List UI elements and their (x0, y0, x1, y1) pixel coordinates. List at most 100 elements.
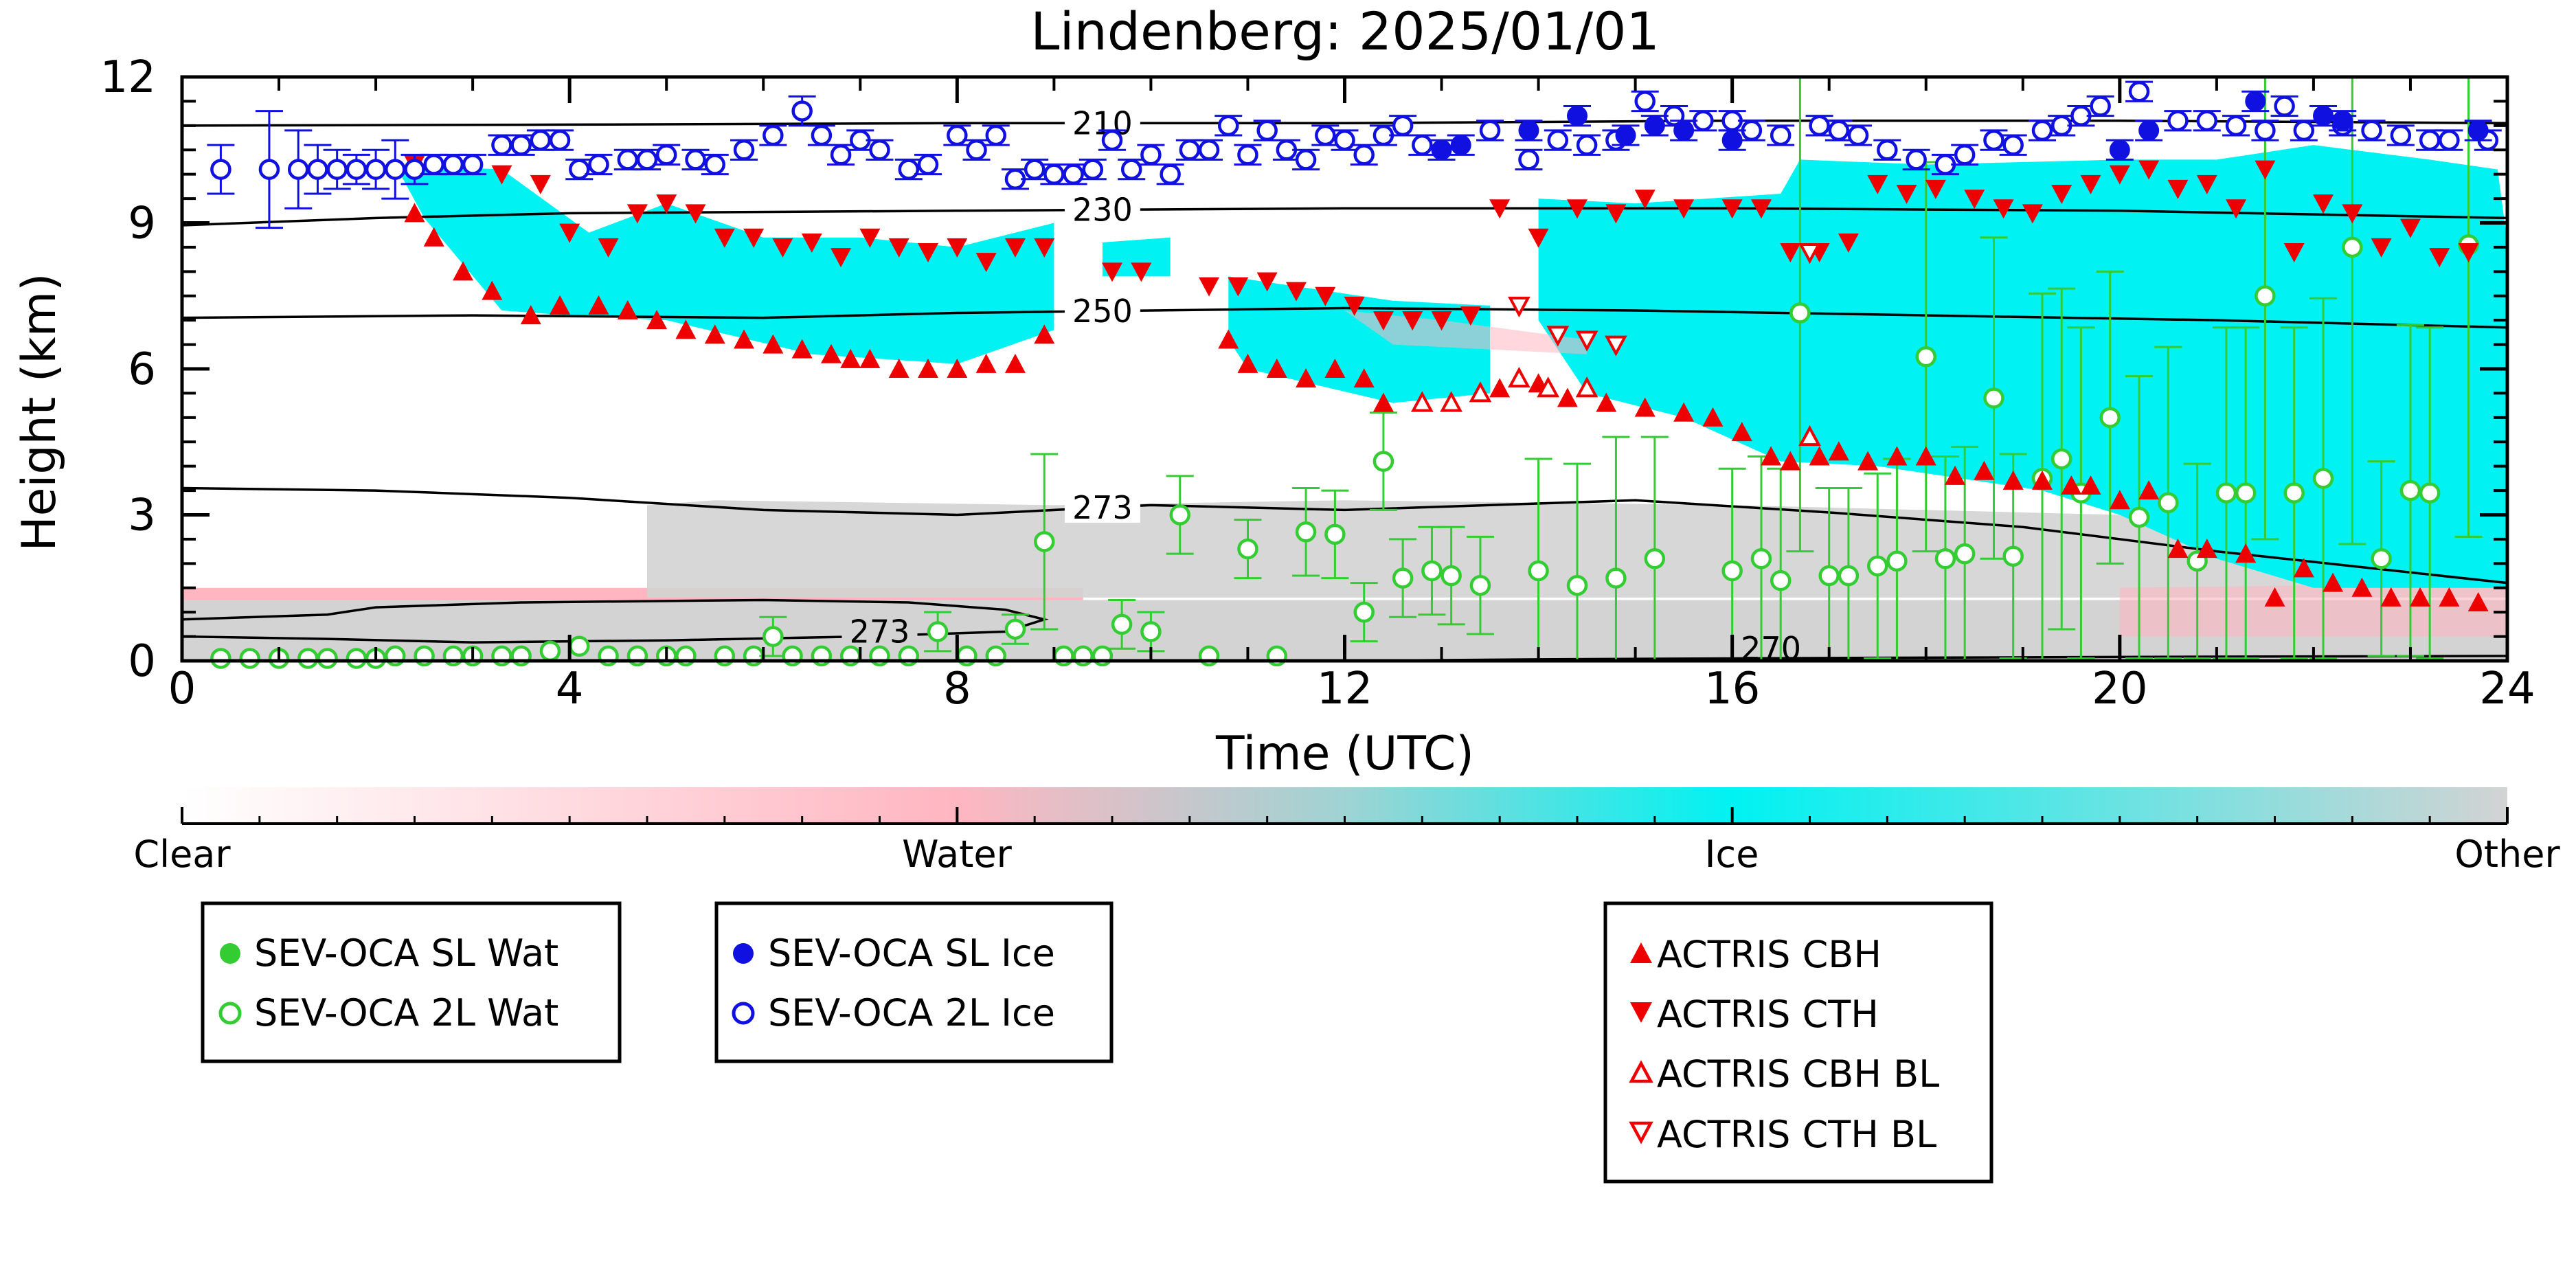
data-point (1634, 91, 1656, 112)
data-point (1120, 159, 1142, 180)
data-point (1596, 392, 1617, 412)
data-point (1945, 465, 1966, 485)
colorbar-label-other: Other (2454, 833, 2560, 876)
data-point (530, 174, 551, 194)
data-point (2031, 120, 2053, 142)
x-tick-label: 12 (1317, 664, 1372, 714)
legend-marker-2l-wat (218, 1002, 242, 1025)
data-point (1218, 115, 1239, 137)
data-point (1721, 199, 1743, 219)
data-point (2080, 475, 2101, 495)
data-point (1906, 149, 1927, 170)
plot-axes: 0 4 8 12 16 20 24 0 3 6 9 12 (100, 52, 2535, 714)
data-point (1867, 174, 1888, 194)
data-point (1857, 451, 1879, 471)
data-point (2458, 243, 2479, 262)
data-point (2274, 95, 2295, 117)
data-point (898, 159, 920, 180)
data-point (656, 194, 677, 214)
data-point (1721, 560, 1743, 582)
data-point (840, 348, 861, 368)
data-point (423, 227, 444, 247)
series-actris-cbh (404, 203, 2489, 611)
y-tick-label: 12 (100, 52, 156, 103)
data-point (762, 626, 784, 647)
contour-label-bg-210 (1064, 104, 1140, 139)
data-point (2351, 577, 2373, 597)
data-point (404, 159, 425, 180)
chart-title: Lindenberg: 2025/01/01 (1030, 1, 1660, 62)
data-point (2283, 243, 2305, 262)
legend-label-sl-wat: SEV-OCA SL Wat (254, 931, 558, 975)
data-point (2225, 115, 2247, 137)
contour-label-bg-230 (1064, 190, 1140, 225)
legend-marker-sl-wat (220, 943, 240, 964)
legend-marker-cth (1630, 1002, 1652, 1023)
data-point (491, 165, 512, 185)
data-point (1809, 115, 1830, 137)
data-point (1828, 120, 1850, 142)
data-point (588, 295, 609, 315)
data-point (1315, 286, 1336, 306)
data-point (2051, 185, 2072, 204)
contour-label-250: 250 (1072, 293, 1133, 330)
legend-label-2l-ice: SEV-OCA 2L Ice (768, 991, 1055, 1035)
data-point (1479, 120, 1501, 142)
data-point (762, 334, 784, 354)
data-point (1237, 353, 1258, 373)
data-point (2002, 545, 2024, 567)
data-point (210, 159, 231, 180)
data-point (1392, 115, 1414, 137)
data-point (2022, 204, 2043, 224)
phase-region-ice-early (395, 164, 1054, 364)
data-point (1866, 555, 1888, 577)
x-tick-label: 16 (1704, 664, 1760, 714)
series-actris-cbh-bl (1410, 366, 1821, 447)
data-point (2293, 558, 2314, 578)
data-point (2050, 448, 2072, 470)
data-point (1402, 311, 1423, 331)
data-point (2255, 120, 2276, 142)
data-point (966, 139, 987, 161)
series-actris-cth (404, 155, 2479, 331)
data-point (2167, 110, 2189, 131)
data-point (1528, 560, 1549, 582)
data-point (830, 144, 852, 166)
data-point (1111, 613, 1133, 635)
data-point (307, 159, 328, 180)
data-point (1575, 376, 1598, 398)
y-axis-label: Height (km) (12, 273, 67, 551)
data-point (530, 129, 552, 151)
data-point (1353, 601, 1375, 623)
data-point (1983, 387, 2004, 409)
data-point (1179, 139, 1201, 161)
data-point (2215, 482, 2237, 504)
data-point (2467, 120, 2489, 141)
data-point (423, 154, 444, 175)
data-point (1615, 125, 1636, 146)
data-point (2167, 539, 2189, 558)
data-point (820, 343, 841, 363)
legend-label-2l-wat: SEV-OCA 2L Wat (254, 991, 558, 1035)
data-point (1818, 565, 1840, 587)
data-point (791, 339, 813, 359)
data-point (1780, 243, 1801, 262)
data-point (1237, 144, 1258, 166)
data-point (1315, 124, 1336, 146)
data-point (1605, 204, 1627, 224)
data-point (1334, 129, 1355, 151)
data-point (2255, 285, 2276, 306)
data-point (2342, 236, 2363, 258)
data-point (2380, 587, 2402, 607)
contour-label-230: 230 (1072, 191, 1133, 228)
data-point (772, 238, 793, 258)
data-point (1353, 144, 1375, 166)
data-point (1557, 387, 1578, 407)
data-point (1838, 233, 1859, 253)
legend-label-cbh: ACTRIS CBH (1657, 933, 1882, 976)
data-point (685, 149, 706, 170)
data-point (1983, 129, 2004, 151)
data-point (1043, 163, 1065, 185)
data-point (1547, 129, 1569, 151)
data-point (258, 159, 280, 180)
